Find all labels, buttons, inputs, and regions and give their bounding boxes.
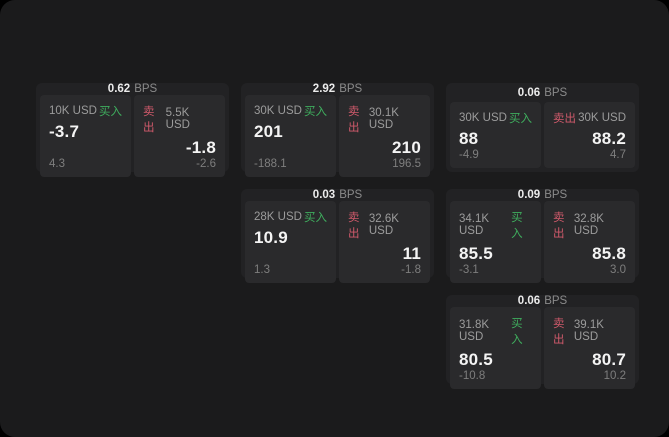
- sell-panel[interactable]: 卖出 30K USD 88.2 4.7: [544, 102, 635, 168]
- spread-header: 0.09 BPS: [450, 189, 635, 201]
- buy-label: 买入: [509, 113, 532, 125]
- buy-panel[interactable]: 30K USD 买入 88 -4.9: [450, 102, 541, 168]
- buy-amount: 28K USD: [254, 211, 302, 223]
- sell-label: 卖出: [553, 318, 565, 346]
- buy-panel[interactable]: 28K USD 买入 10.9 1.3: [245, 201, 336, 283]
- buy-delta: -10.8: [459, 370, 486, 382]
- buy-panel[interactable]: 10K USD 买入 -3.7 4.3: [40, 95, 131, 177]
- sell-delta: 10.2: [603, 370, 626, 382]
- sell-label: 卖出: [553, 113, 576, 125]
- sell-delta: 3.0: [610, 264, 626, 276]
- sell-price: 88.2: [592, 129, 626, 148]
- quote-card: 0.09 BPS 34.1K USD 买入 85.5 -3.1 卖出 32.8K…: [446, 189, 639, 283]
- buy-price: 10.9: [254, 228, 288, 247]
- sell-panel[interactable]: 卖出 39.1K USD 80.7 10.2: [544, 307, 635, 389]
- buy-price: 80.5: [459, 350, 493, 369]
- buy-amount: 31.8K USD: [459, 319, 490, 343]
- bps-value: 0.06: [517, 295, 541, 307]
- quote-card: 0.06 BPS 30K USD 买入 88 -4.9 卖出 30K USD: [446, 83, 639, 172]
- sell-label: 卖出: [348, 106, 360, 134]
- sell-delta: -2.6: [196, 158, 216, 170]
- bps-unit-label: BPS: [544, 295, 568, 307]
- quote-card-grid: 0.62 BPS 10K USD 买入 -3.7 4.3 卖出 5.5K USD: [36, 83, 639, 389]
- buy-label: 买入: [304, 106, 327, 118]
- buy-delta: -4.9: [459, 149, 479, 161]
- sell-delta: -1.8: [401, 264, 421, 276]
- bps-value: 2.92: [312, 83, 336, 95]
- spread-header: 0.06 BPS: [450, 295, 635, 307]
- bps-unit-label: BPS: [339, 83, 363, 95]
- sell-price: 85.8: [592, 244, 626, 263]
- buy-amount: 30K USD: [254, 105, 302, 117]
- bps-value: 0.62: [107, 83, 131, 95]
- bps-unit-label: BPS: [339, 189, 363, 201]
- sell-price: 11: [402, 244, 421, 263]
- quote-card: 0.06 BPS 31.8K USD 买入 80.5 -10.8 卖出 39.1…: [446, 295, 639, 389]
- sell-price: 80.7: [592, 350, 626, 369]
- bps-value: 0.06: [517, 86, 541, 99]
- spread-header: 2.92 BPS: [245, 83, 430, 95]
- bps-unit-label: BPS: [544, 189, 568, 201]
- buy-label: 买入: [99, 106, 122, 118]
- buy-delta: -188.1: [254, 158, 287, 170]
- sell-label: 卖出: [143, 106, 155, 134]
- sell-delta: 196.5: [392, 158, 421, 170]
- sell-amount: 30.1K USD: [368, 107, 399, 131]
- buy-price: 88: [459, 129, 479, 148]
- quote-card: 2.92 BPS 30K USD 买入 201 -188.1 卖出 30.1K …: [241, 83, 434, 177]
- spread-header: 0.06 BPS: [450, 83, 635, 102]
- buy-price: 201: [254, 122, 283, 141]
- quote-card: 0.03 BPS 28K USD 买入 10.9 1.3 卖出 32.6K US…: [241, 189, 434, 283]
- sell-panel[interactable]: 卖出 32.6K USD 11 -1.8: [339, 201, 430, 283]
- sell-panel[interactable]: 卖出 30.1K USD 210 196.5: [339, 95, 430, 177]
- buy-delta: -3.1: [459, 264, 479, 276]
- buy-delta: 1.3: [254, 264, 270, 276]
- bps-value: 0.03: [312, 189, 336, 201]
- bps-unit-label: BPS: [544, 86, 568, 99]
- sell-panel[interactable]: 卖出 5.5K USD -1.8 -2.6: [134, 95, 225, 177]
- buy-label: 买入: [511, 318, 523, 346]
- sell-amount: 32.6K USD: [368, 213, 399, 237]
- sell-price: -1.8: [185, 138, 216, 157]
- buy-panel[interactable]: 30K USD 买入 201 -188.1: [245, 95, 336, 177]
- buy-label: 买入: [304, 212, 327, 224]
- sell-price: 210: [392, 138, 421, 157]
- buy-price: 85.5: [459, 244, 493, 263]
- spread-header: 0.03 BPS: [245, 189, 430, 201]
- sell-amount: 30K USD: [578, 112, 626, 124]
- sell-panel[interactable]: 卖出 32.8K USD 85.8 3.0: [544, 201, 635, 283]
- buy-amount: 34.1K USD: [459, 213, 490, 237]
- sell-amount: 32.8K USD: [573, 213, 604, 237]
- sell-label: 卖出: [348, 212, 360, 240]
- buy-price: -3.7: [49, 122, 80, 141]
- sell-label: 卖出: [553, 212, 565, 240]
- sell-amount: 39.1K USD: [573, 319, 604, 343]
- buy-amount: 30K USD: [459, 112, 507, 124]
- bps-value: 0.09: [517, 189, 541, 201]
- buy-panel[interactable]: 34.1K USD 买入 85.5 -3.1: [450, 201, 541, 283]
- buy-delta: 4.3: [49, 158, 65, 170]
- sell-amount: 5.5K USD: [165, 107, 190, 131]
- buy-amount: 10K USD: [49, 105, 97, 117]
- buy-label: 买入: [511, 212, 523, 240]
- sell-delta: 4.7: [610, 149, 626, 161]
- spread-header: 0.62 BPS: [40, 83, 225, 95]
- quote-card: 0.62 BPS 10K USD 买入 -3.7 4.3 卖出 5.5K USD: [36, 83, 229, 177]
- buy-panel[interactable]: 31.8K USD 买入 80.5 -10.8: [450, 307, 541, 389]
- bps-unit-label: BPS: [134, 83, 158, 95]
